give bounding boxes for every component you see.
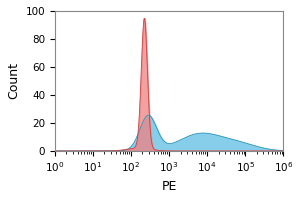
Y-axis label: Count: Count: [7, 62, 20, 99]
X-axis label: PE: PE: [161, 180, 177, 193]
